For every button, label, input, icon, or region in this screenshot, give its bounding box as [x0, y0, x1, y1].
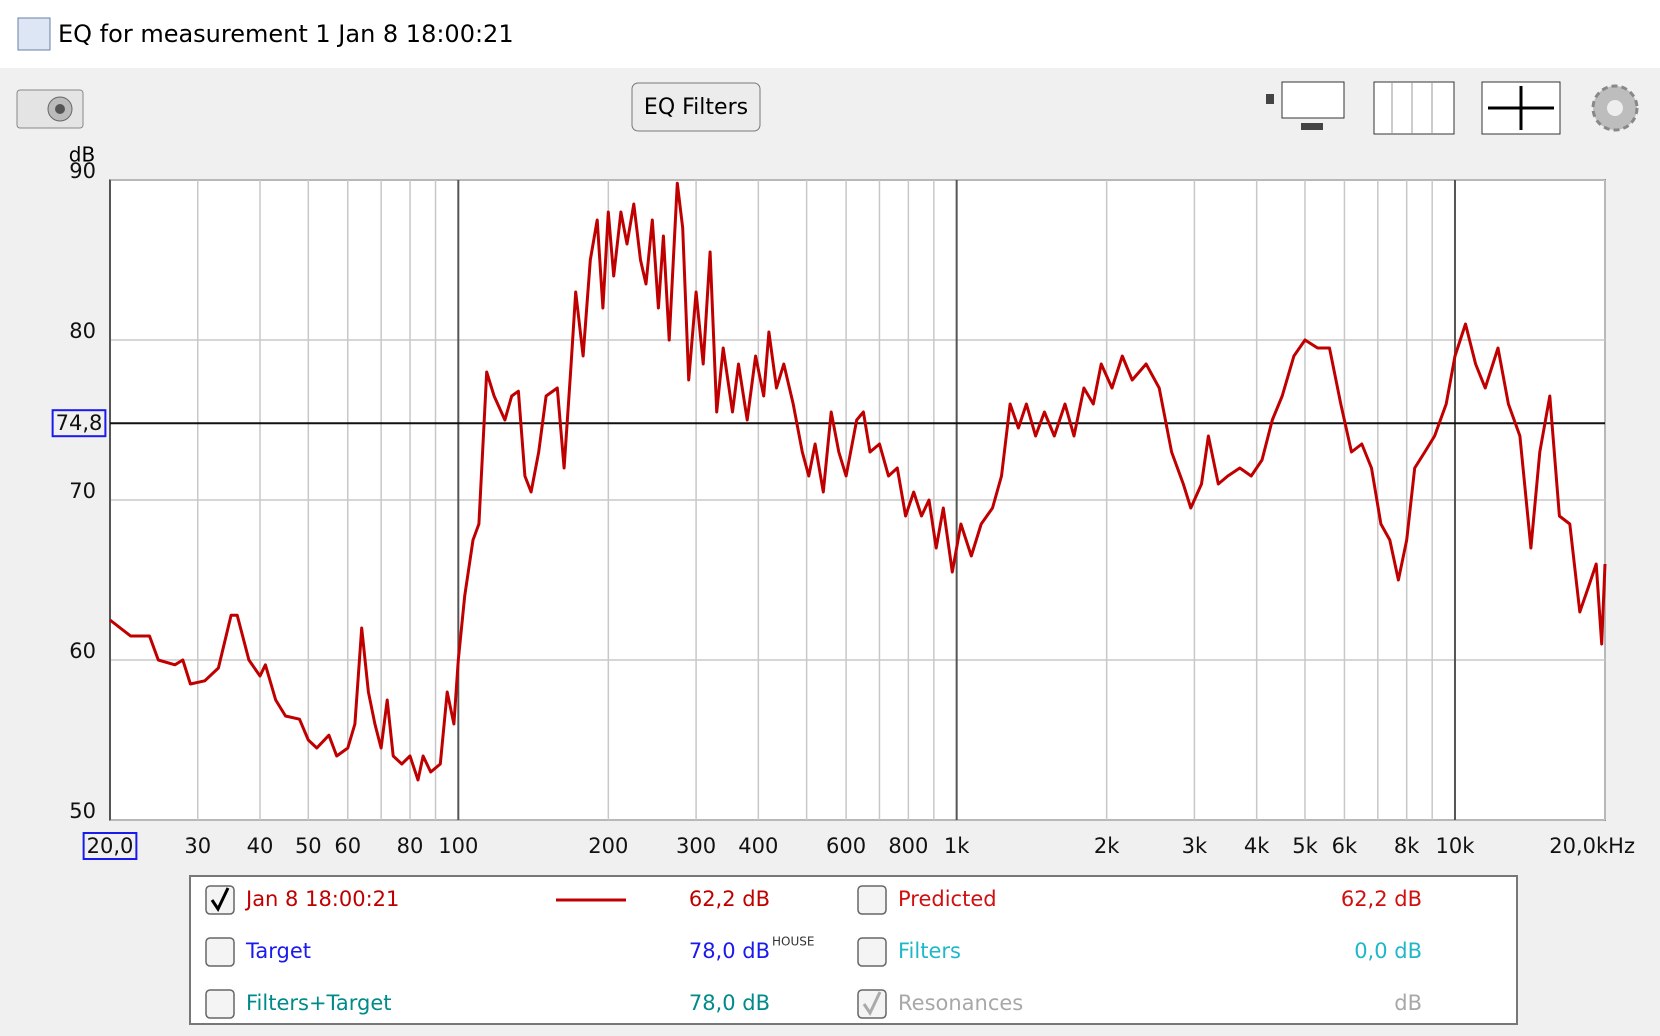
x-tick-label: 1k	[944, 834, 970, 858]
cursor-label: 74,8	[56, 411, 103, 435]
checkbox[interactable]	[205, 989, 235, 1019]
y-tick-label: 50	[69, 799, 96, 823]
x-tick-label: 600	[826, 834, 866, 858]
x-tick-label: 80	[397, 834, 424, 858]
checkbox[interactable]	[205, 937, 235, 967]
window-title: EQ for measurement 1 Jan 8 18:00:21	[58, 20, 514, 48]
x-tick-label: 4k	[1244, 834, 1270, 858]
x-tick-label: 3k	[1182, 834, 1208, 858]
legend-value: 62,2 dB	[689, 887, 770, 911]
checkbox[interactable]	[857, 885, 887, 915]
y-tick-label: 60	[69, 639, 96, 663]
y-tick-label: 70	[69, 479, 96, 503]
x-tick-label: 40	[247, 834, 274, 858]
legend-label: Resonances	[898, 991, 1023, 1015]
button-label: EQ Filters	[644, 95, 748, 120]
checkbox[interactable]	[857, 989, 887, 1019]
x-tick-label: 200	[588, 834, 628, 858]
x-tick-label: 20,0	[87, 834, 134, 858]
x-tick-label: 400	[738, 834, 778, 858]
y-axis-label: dB	[69, 143, 95, 167]
zoom-vertical-button[interactable]	[1266, 81, 1345, 130]
x-tick-label: 100	[438, 834, 478, 858]
legend-label: Predicted	[898, 887, 997, 911]
x-tick-label: 300	[676, 834, 716, 858]
legend-label: Filters+Target	[246, 991, 392, 1015]
legend-label: Filters	[898, 939, 961, 963]
legend-superscript: HOUSE	[772, 935, 814, 949]
legend-label: Jan 8 18:00:21	[244, 887, 399, 911]
x-cursor-box	[82, 832, 138, 860]
legend-value: 78,0 dB	[689, 991, 770, 1015]
eq-filters-button[interactable]: EQ Filters	[631, 82, 761, 132]
check-mark	[862, 991, 882, 1017]
x-tick-label: 800	[888, 834, 928, 858]
camera-button[interactable]	[16, 89, 84, 129]
y-tick-label: 80	[69, 319, 96, 343]
legend-box	[189, 875, 1518, 1025]
grid-button[interactable]	[1373, 81, 1455, 135]
series-line	[109, 181, 1607, 782]
x-tick-label: 60	[334, 834, 361, 858]
x-tick-label: 8k	[1394, 834, 1420, 858]
check-mark	[210, 887, 230, 913]
checkbox[interactable]	[205, 885, 235, 915]
legend-value: dB	[1394, 991, 1422, 1015]
y-tick-label: 90	[69, 159, 96, 183]
x-tick-label: 2k	[1094, 834, 1120, 858]
checkbox[interactable]	[857, 937, 887, 967]
pan-button[interactable]	[1481, 81, 1561, 135]
settings-button[interactable]	[1591, 84, 1639, 132]
x-tick-label: 20,0kHz	[1549, 834, 1635, 858]
x-tick-label: 50	[295, 834, 322, 858]
x-tick-label: 6k	[1332, 834, 1358, 858]
legend-value: 62,2 dB	[1341, 887, 1422, 911]
app-icon	[17, 17, 51, 51]
x-tick-label: 5k	[1292, 834, 1318, 858]
x-tick-label: 10k	[1436, 834, 1476, 858]
title-bar	[0, 0, 1660, 68]
cursor-box	[51, 409, 107, 438]
legend-value: 0,0 dB	[1354, 939, 1422, 963]
x-tick-label: 30	[184, 834, 211, 858]
legend-label: Target	[245, 939, 311, 963]
legend-value: 78,0 dB	[689, 939, 770, 963]
